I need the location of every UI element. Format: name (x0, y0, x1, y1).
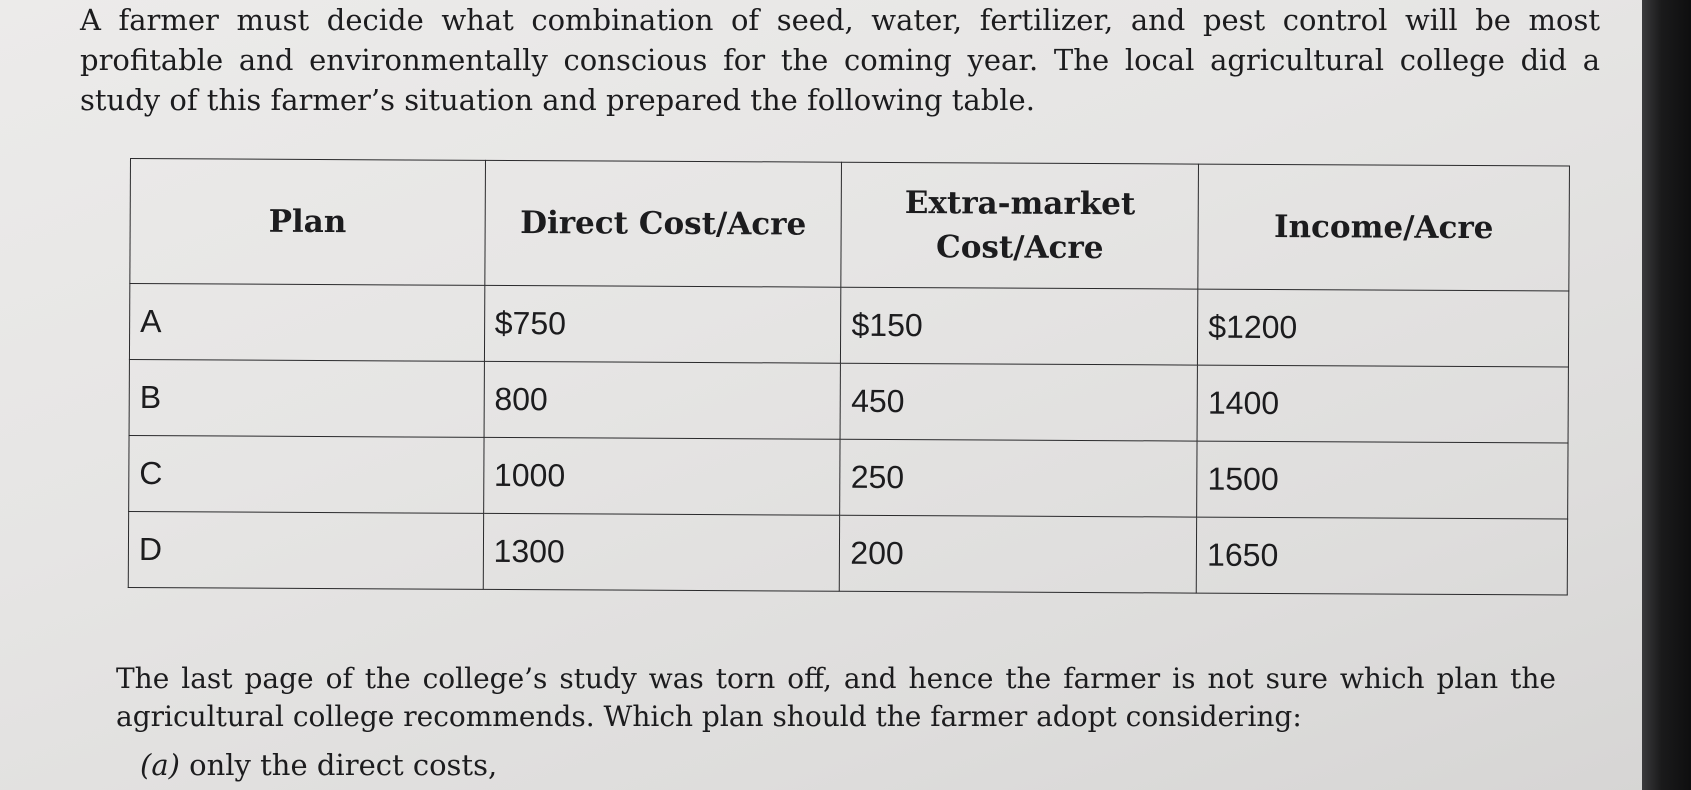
cell-direct-cost: 800 (483, 361, 841, 440)
part-a-text: only the direct costs, (189, 748, 498, 782)
table-header-row: Plan Direct Cost/Acre Extra-market Cost/… (129, 158, 1570, 292)
cell-plan: D (128, 511, 484, 590)
problem-question-paragraph: The last page of the college’s study was… (116, 662, 1556, 733)
table-row: A $750 $150 $1200 (129, 283, 1569, 368)
problem-intro-paragraph: A farmer must decide what combination of… (80, 3, 1600, 117)
cell-income: 1500 (1196, 441, 1569, 520)
cell-income: $1200 (1197, 289, 1569, 368)
cell-income: 1400 (1197, 365, 1569, 444)
textbook-page: A farmer must decide what combination of… (80, 3, 1600, 782)
cell-extra-market-cost: $150 (840, 287, 1199, 366)
cell-extra-market-cost: 200 (839, 515, 1197, 594)
header-direct-cost: Direct Cost/Acre (484, 160, 842, 288)
cell-extra-market-cost: 450 (840, 363, 1198, 442)
header-plan: Plan (129, 158, 486, 286)
cell-direct-cost: 1000 (483, 437, 841, 516)
part-a-label: (a) (140, 748, 180, 782)
cell-direct-cost: $750 (484, 285, 842, 364)
cell-plan: C (128, 435, 484, 514)
table-row: D 1300 200 1650 (128, 511, 1568, 596)
part-a: (a) only the direct costs, (140, 748, 497, 782)
cell-direct-cost: 1300 (482, 513, 841, 592)
screen-edge (1642, 0, 1691, 790)
cell-plan: B (129, 359, 485, 438)
plan-cost-table: Plan Direct Cost/Acre Extra-market Cost/… (128, 158, 1570, 596)
cell-extra-market-cost: 250 (840, 439, 1198, 518)
cell-plan: A (129, 283, 485, 362)
table-row: B 800 450 1400 (129, 359, 1569, 444)
header-extra-market-cost: Extra-market Cost/Acre (841, 162, 1199, 290)
cell-income: 1650 (1196, 517, 1568, 596)
header-income: Income/Acre (1198, 164, 1570, 292)
table-row: C 1000 250 1500 (128, 435, 1569, 520)
